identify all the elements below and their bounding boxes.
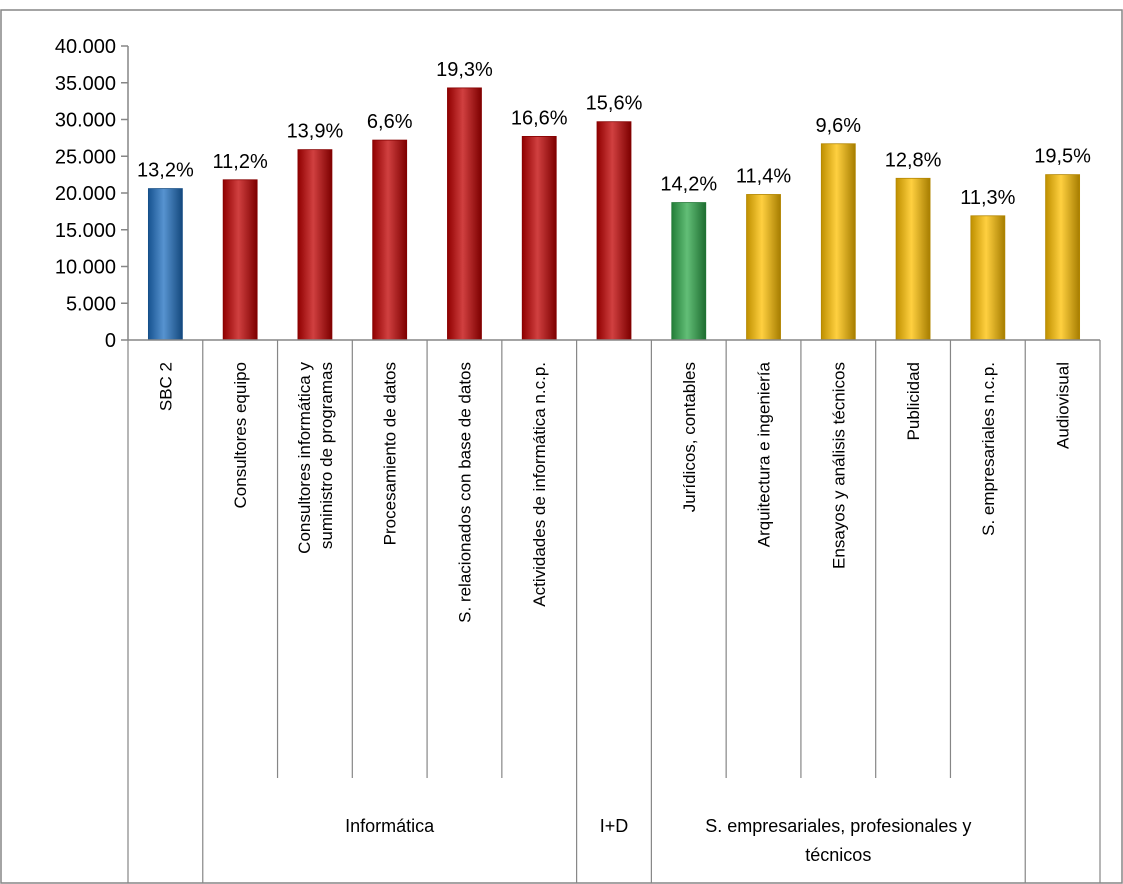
y-tick-label: 5.000 bbox=[66, 293, 116, 315]
y-tick-label: 40.000 bbox=[55, 36, 116, 58]
category-label: Actividades de informática n.c.p. bbox=[530, 362, 549, 607]
bar bbox=[970, 215, 1006, 341]
category-label: Arquitectura e ingeniería bbox=[755, 361, 774, 547]
group-label: Informática bbox=[345, 816, 435, 836]
bar bbox=[1045, 174, 1081, 341]
data-label: 11,4% bbox=[736, 165, 791, 187]
category-label: S. relacionados con base de datos bbox=[455, 362, 474, 623]
data-label: 11,3% bbox=[960, 187, 1015, 209]
data-label: 19,3% bbox=[436, 59, 493, 81]
category-label: Audiovisual bbox=[1054, 362, 1073, 449]
y-tick-label: 30.000 bbox=[55, 110, 116, 132]
y-tick-label: 0 bbox=[105, 330, 116, 352]
data-label: 19,5% bbox=[1034, 146, 1091, 168]
category-label: Jurídicos, contables bbox=[680, 362, 699, 512]
category-label: Publicidad bbox=[904, 362, 923, 440]
data-label: 9,6% bbox=[816, 115, 862, 137]
category-label: Procesamiento de datos bbox=[381, 362, 400, 545]
data-label: 15,6% bbox=[586, 93, 643, 115]
chart-frame bbox=[0, 9, 1123, 884]
data-label: 11,2% bbox=[213, 151, 268, 173]
bar bbox=[147, 188, 183, 341]
y-tick-label: 10.000 bbox=[55, 257, 116, 279]
bar bbox=[820, 143, 856, 341]
category-label: S. empresariales n.c.p. bbox=[979, 362, 998, 536]
bar bbox=[521, 136, 557, 341]
data-label: 13,2% bbox=[137, 160, 194, 182]
bar bbox=[746, 194, 781, 341]
category-label: Consultores informática y suministro de p… bbox=[295, 362, 336, 554]
category-label: Consultores equipo bbox=[231, 362, 250, 508]
group-label: I+D bbox=[600, 816, 629, 836]
bar bbox=[372, 139, 408, 341]
category-label: Ensayos y análisis técnicos bbox=[829, 362, 848, 569]
bar bbox=[671, 202, 707, 341]
bar bbox=[447, 87, 482, 341]
category-label: SBC 2 bbox=[156, 362, 175, 411]
data-label: 12,8% bbox=[885, 149, 942, 171]
y-tick-label: 35.000 bbox=[55, 73, 116, 95]
data-label: 13,9% bbox=[287, 121, 344, 143]
bar bbox=[297, 149, 333, 341]
bar bbox=[222, 179, 258, 341]
y-tick-label: 25.000 bbox=[55, 146, 116, 168]
data-label: 6,6% bbox=[367, 111, 413, 133]
data-label: 16,6% bbox=[511, 107, 568, 129]
y-tick-label: 15.000 bbox=[55, 220, 116, 242]
bar bbox=[895, 177, 931, 341]
y-tick-label: 20.000 bbox=[55, 183, 116, 205]
bar bbox=[596, 121, 632, 341]
data-label: 14,2% bbox=[660, 174, 717, 196]
group-label: S. empresariales, profesionales y técnico… bbox=[705, 816, 971, 865]
